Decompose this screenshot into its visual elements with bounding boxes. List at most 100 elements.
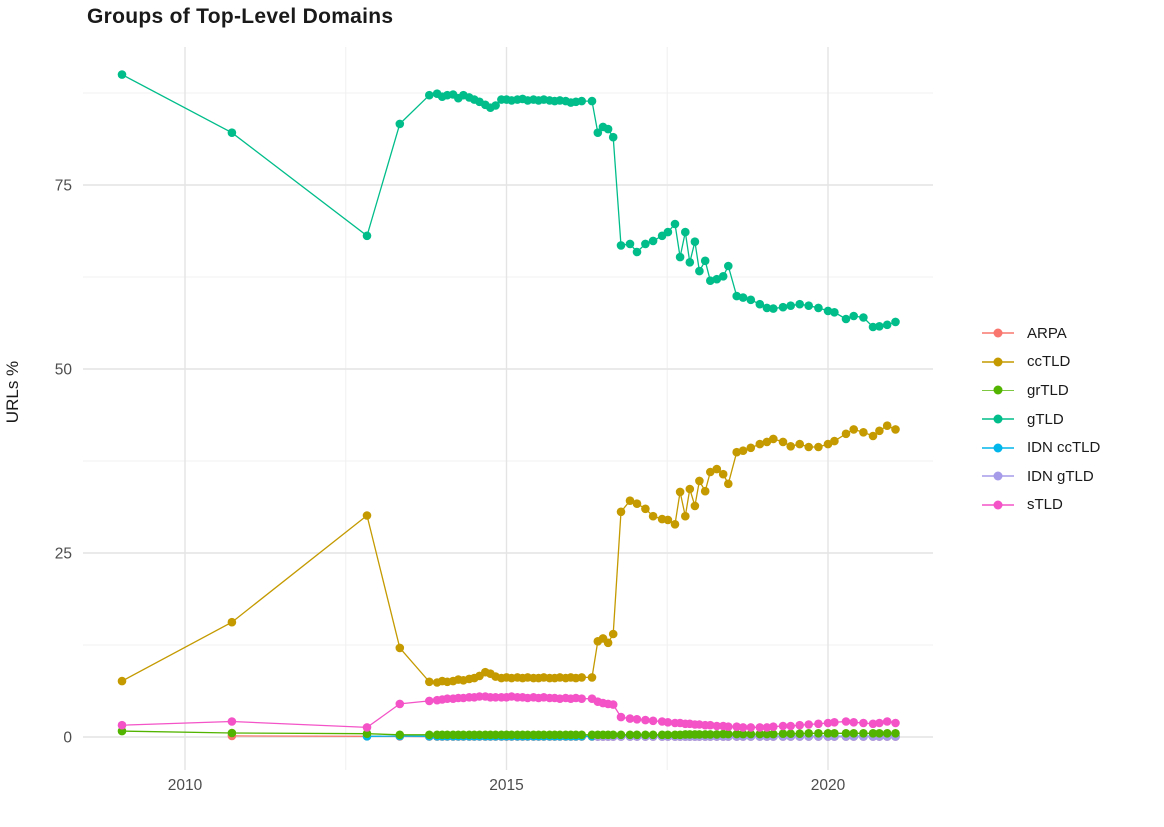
data-point (769, 729, 778, 739)
data-point (769, 304, 778, 313)
data-point (830, 436, 839, 446)
data-point (425, 677, 434, 687)
data-point (577, 673, 586, 682)
data-point (746, 295, 756, 305)
data-point (882, 421, 892, 431)
legend-item-label: ccTLD (1027, 353, 1071, 371)
data-point (875, 322, 884, 331)
series-gTLD (117, 70, 900, 332)
data-point (706, 467, 715, 477)
data-point (830, 308, 839, 317)
legend-item-label: sTLD (1027, 496, 1063, 514)
legend-item-gtld: gTLD (982, 405, 1100, 434)
legend-key-dot (993, 471, 1003, 481)
data-point (227, 717, 237, 726)
data-point (632, 730, 642, 740)
data-point (830, 729, 839, 738)
data-point (681, 511, 690, 521)
data-point (685, 258, 695, 267)
data-point (841, 429, 851, 439)
data-point (868, 431, 878, 441)
data-point (786, 729, 795, 738)
data-point (882, 729, 892, 738)
legend-key-dot (993, 385, 1003, 395)
data-point (712, 464, 722, 474)
data-point (648, 236, 658, 246)
data-point (700, 256, 710, 266)
data-point (849, 718, 858, 727)
data-point (641, 730, 650, 740)
legend-key-icon (982, 443, 1014, 453)
y-axis-title: URLs % (3, 360, 22, 424)
legend-key-dot (993, 414, 1003, 424)
data-point (814, 442, 823, 452)
data-point (786, 442, 795, 451)
data-point (841, 729, 851, 738)
data-point (823, 439, 833, 449)
data-point (603, 638, 613, 648)
data-point (706, 276, 715, 286)
legend-key-dot (993, 328, 1003, 338)
data-point (362, 511, 372, 520)
data-point (891, 718, 900, 728)
data-point (681, 227, 690, 237)
data-point (762, 303, 772, 313)
data-point (395, 643, 405, 653)
data-point (117, 720, 127, 730)
data-point (706, 720, 715, 730)
data-point (425, 730, 434, 740)
data-point (891, 317, 900, 327)
data-point (395, 730, 405, 740)
legend-key-icon (982, 471, 1014, 481)
data-point (670, 520, 680, 529)
data-point (706, 730, 715, 739)
data-point (724, 722, 733, 731)
data-point (849, 729, 858, 738)
data-point (724, 261, 733, 271)
data-point (425, 90, 434, 100)
data-point (804, 301, 813, 311)
series-ccTLD (117, 421, 900, 687)
data-point (663, 718, 673, 727)
data-point (804, 720, 813, 729)
data-point (608, 730, 618, 740)
data-point (746, 729, 756, 739)
series-grTLD (117, 726, 900, 740)
data-point (362, 231, 372, 241)
data-point (117, 676, 127, 686)
data-point (841, 717, 851, 726)
x-tick-label: 2020 (811, 777, 846, 794)
legend-item-label: ARPA (1027, 324, 1067, 342)
data-point (859, 718, 868, 728)
legend-item-grtld: grTLD (982, 376, 1100, 405)
legend-item-arpa: ARPA (982, 319, 1100, 348)
data-point (778, 437, 788, 447)
data-point (795, 439, 804, 449)
data-point (849, 311, 858, 321)
legend-key-dot (993, 443, 1003, 453)
data-point (695, 476, 704, 486)
data-point (738, 723, 748, 732)
data-point (762, 437, 772, 447)
data-point (718, 272, 728, 281)
data-point (814, 719, 823, 729)
data-point (712, 721, 722, 731)
series-line (121, 74, 896, 328)
data-point (670, 219, 680, 229)
data-point (724, 729, 733, 739)
data-point (227, 617, 237, 627)
data-point (641, 504, 650, 514)
legend-key-icon (982, 357, 1014, 367)
data-point (875, 729, 884, 738)
data-point (795, 720, 804, 730)
data-point (769, 434, 778, 444)
data-point (712, 274, 722, 284)
data-point (778, 729, 788, 738)
y-tick-label: 25 (55, 546, 72, 563)
data-point (795, 299, 804, 309)
data-point (608, 700, 618, 709)
data-point (690, 237, 700, 246)
x-tick-label: 2015 (489, 777, 523, 794)
data-point (882, 320, 892, 330)
